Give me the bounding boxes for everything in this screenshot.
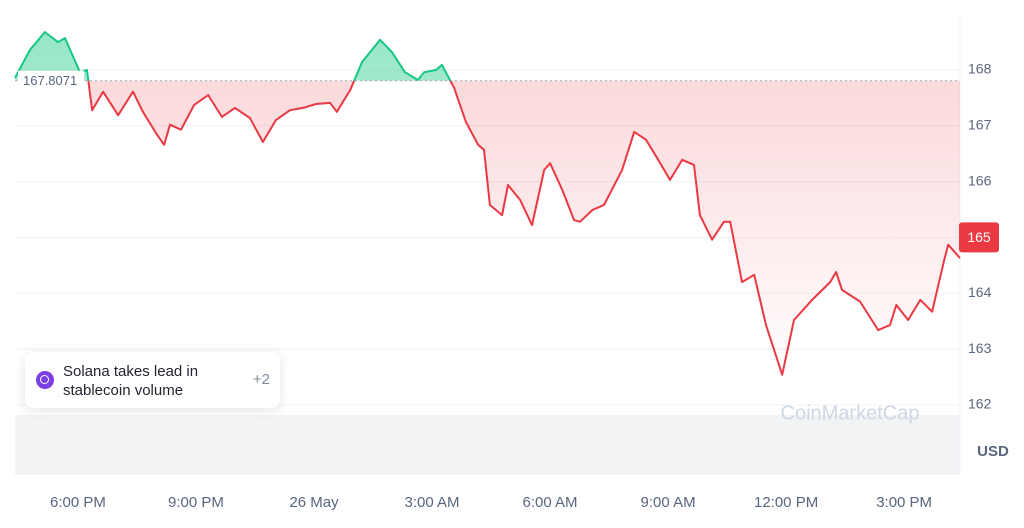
news-count[interactable]: +2 (252, 371, 270, 388)
watermark: CoinMarketCap (781, 402, 920, 424)
x-tick-label: 9:00 AM (641, 494, 696, 511)
y-tick-label: 168 (968, 61, 992, 77)
y-axis-label: USD (977, 443, 1009, 460)
price-line-down (87, 80, 961, 376)
x-tick-label: 26 May (289, 494, 339, 511)
news-text[interactable]: Solana takes lead in stablecoin volume (63, 363, 199, 399)
x-tick-label: 6:00 AM (523, 494, 578, 511)
x-tick-label: 6:00 PM (50, 494, 106, 511)
volume-band (15, 415, 960, 475)
baseline-label: 167.8071 (23, 73, 77, 88)
y-tick-label: 163 (968, 340, 992, 356)
x-tick-label: 3:00 PM (876, 494, 932, 511)
last-price-tag (959, 222, 999, 253)
area-fill-down (88, 80, 960, 375)
last-price-label: 165 (967, 229, 991, 245)
y-tick-label: 164 (968, 284, 992, 300)
x-tick-label: 12:00 PM (754, 494, 818, 511)
y-tick-label: 166 (968, 172, 992, 188)
plot: 162 163 164 165 166 167 168 6:00 PM 9:00 PM 26 Ma… (14, 14, 999, 511)
x-tick-label: 9:00 PM (168, 494, 224, 511)
baseline-label-bg (18, 70, 84, 91)
news-card[interactable]: Solana takes lead in stablecoin volume +… (25, 352, 280, 408)
news-icon (36, 371, 54, 389)
x-tick-label: 3:00 AM (405, 494, 460, 511)
y-tick-label: 162 (968, 396, 992, 412)
y-tick-label: 167 (968, 116, 992, 132)
